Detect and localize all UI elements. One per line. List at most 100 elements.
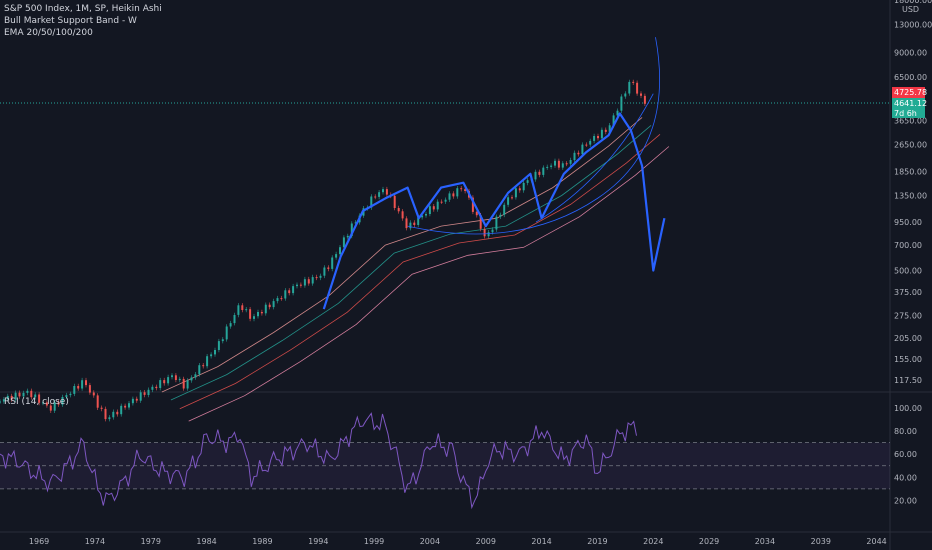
candle-body xyxy=(245,309,248,311)
rsi-tick-label: 100.00 xyxy=(894,404,922,413)
candle-body xyxy=(174,375,177,380)
rsi-legend[interactable]: RSI (14, close) xyxy=(4,397,69,407)
candle-body xyxy=(0,401,1,403)
candle-body xyxy=(85,380,87,386)
time-tick-label: 2044 xyxy=(866,537,886,546)
time-tick-label: 2034 xyxy=(755,537,775,546)
candle-body xyxy=(393,195,396,208)
price-tick-label: 9000.00 xyxy=(894,48,927,57)
candle-body xyxy=(456,188,459,197)
curve-fit-outer xyxy=(407,37,660,235)
candle-body xyxy=(327,267,330,269)
candle-body xyxy=(405,218,408,229)
candle-body xyxy=(487,232,490,237)
candle-body xyxy=(2,399,5,402)
candle-body xyxy=(217,341,220,350)
candle-body xyxy=(6,395,9,400)
candle-body xyxy=(354,222,357,224)
candle-body xyxy=(323,267,326,276)
candle-body xyxy=(303,279,306,286)
candle-body xyxy=(151,386,154,390)
candle-body xyxy=(167,377,170,384)
time-tick-label: 2009 xyxy=(476,537,496,546)
rsi-tick-label: 60.00 xyxy=(894,450,917,459)
price-tick-label: 117.50 xyxy=(894,376,922,385)
candle-body xyxy=(315,277,318,279)
candle-body xyxy=(350,223,353,236)
candle-body xyxy=(299,284,302,286)
time-tick-label: 2039 xyxy=(811,537,831,546)
candle-body xyxy=(507,197,510,205)
candle-body xyxy=(546,166,549,168)
legend-indicator-ema[interactable]: EMA 20/50/100/200 xyxy=(4,28,93,38)
candle-body xyxy=(34,394,37,398)
candle-body xyxy=(413,222,416,225)
candle-body xyxy=(53,402,56,411)
candle-body xyxy=(225,326,228,340)
candle-body xyxy=(171,375,173,378)
candle-body xyxy=(307,279,310,284)
candle-body xyxy=(522,182,525,191)
time-tick-label: 2029 xyxy=(699,537,719,546)
candle-body xyxy=(632,81,635,83)
candle-body xyxy=(202,365,205,367)
last-price-badge: 4725.78 xyxy=(892,87,928,99)
candle-body xyxy=(206,356,209,367)
candle-body xyxy=(143,392,146,395)
candle-body xyxy=(194,374,197,378)
candle-body xyxy=(600,129,603,139)
candle-body xyxy=(30,390,33,398)
candle-body xyxy=(464,189,467,191)
candle-body xyxy=(342,237,345,248)
price-tick-label: 155.00 xyxy=(894,355,922,364)
time-tick-label: 1994 xyxy=(308,537,328,546)
candle-body xyxy=(597,136,599,139)
time-tick-label: 2014 xyxy=(531,537,551,546)
candle-body xyxy=(120,405,123,415)
candle-body xyxy=(620,96,623,111)
candle-body xyxy=(382,189,384,193)
candle-body xyxy=(616,110,619,116)
candle-body xyxy=(100,407,103,409)
candle-body xyxy=(311,277,314,284)
candle-body xyxy=(331,257,334,269)
candle-body xyxy=(554,160,556,166)
candle-body xyxy=(178,378,181,381)
candle-body xyxy=(339,247,341,255)
candle-body xyxy=(460,188,463,190)
candle-body xyxy=(335,254,338,258)
candle-body xyxy=(608,125,611,132)
candle-body xyxy=(131,398,134,404)
price-tick-label: 275.00 xyxy=(894,312,922,321)
legend-indicator-bull-band[interactable]: Bull Market Support Band - W xyxy=(4,16,137,26)
candle-body xyxy=(589,140,592,145)
candle-body xyxy=(229,323,232,327)
candle-body xyxy=(385,189,388,195)
candle-body xyxy=(534,171,537,180)
candle-body xyxy=(421,215,424,218)
time-tick-label: 1999 xyxy=(364,537,384,546)
candle-body xyxy=(92,392,95,396)
candle-body xyxy=(565,163,568,165)
candle-body xyxy=(268,304,271,308)
candle-body xyxy=(471,197,474,212)
time-tick-label: 2004 xyxy=(420,537,440,546)
candle-body xyxy=(346,235,349,238)
ema-line xyxy=(170,125,652,401)
candle-body xyxy=(495,216,498,230)
legend-title[interactable]: S&P 500 Index, 1M, SP, Heikin Ashi xyxy=(4,4,162,14)
candle-body xyxy=(276,298,279,302)
candle-body xyxy=(88,385,91,393)
rsi-tick-label: 20.00 xyxy=(894,496,917,505)
candle-body xyxy=(374,196,377,198)
candle-body xyxy=(538,171,541,175)
candle-body xyxy=(128,403,130,408)
candle-body xyxy=(260,312,263,314)
candle-body xyxy=(49,405,52,411)
candle-body xyxy=(38,394,41,403)
price-tick-label: 1850.00 xyxy=(894,168,927,177)
candle-body xyxy=(378,192,381,197)
time-tick-label: 1989 xyxy=(252,537,272,546)
